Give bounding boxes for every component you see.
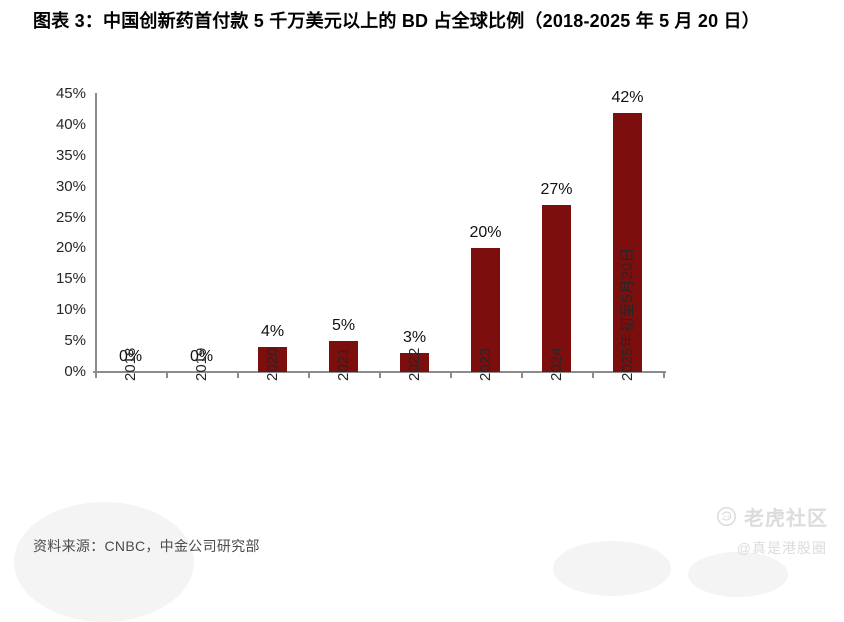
x-axis-tick [95, 372, 97, 378]
bar-value-label: 42% [611, 88, 644, 106]
bar-value-label: 0% [118, 348, 143, 365]
source-note: 资料来源：CNBC，中金公司研究部 [33, 538, 260, 554]
tiger-community-watermark: 老虎社区 @真是港股圈 [716, 502, 828, 558]
bar [542, 205, 571, 372]
bar-value-label: 0% [189, 348, 214, 365]
tiger-logo-icon [716, 506, 737, 527]
x-axis-tick [450, 372, 452, 378]
watermark-brand-text: 老虎社区 [744, 508, 828, 530]
y-axis-line [95, 93, 97, 373]
y-axis-tick-label: 15% [55, 270, 86, 288]
bar [471, 248, 500, 372]
bar [258, 347, 287, 372]
x-axis-tick [237, 372, 239, 378]
y-axis-tick-label: 25% [55, 208, 86, 226]
x-axis-tick [521, 372, 523, 378]
bar-chart: 0% 5% 10% 15% 20% 25% 30% 35% 40% 45% 0% 2018 0% 2019… [55, 85, 666, 381]
bar-value-label: 5% [331, 317, 356, 335]
x-axis-tick [379, 372, 381, 378]
y-axis-tick-label: 0% [64, 363, 86, 380]
x-axis-tick [592, 372, 594, 378]
bar-value-label: 27% [540, 181, 573, 199]
bar [613, 112, 642, 372]
bar-value-label: 4% [260, 323, 285, 341]
y-axis-tick-label: 40% [55, 115, 86, 133]
x-axis-tick [663, 372, 665, 378]
x-axis-tick [308, 372, 310, 378]
y-axis-tick-label: 20% [55, 239, 86, 257]
y-axis-tick-label: 45% [55, 85, 86, 102]
x-axis-tick [166, 372, 168, 378]
y-axis-tick-label: 30% [55, 177, 86, 195]
figure-title: 图表 3：中国创新药首付款 5 千万美元以上的 BD 占全球比例（2018-20… [33, 11, 760, 31]
y-axis-tick-label: 10% [55, 301, 86, 319]
y-axis-tick-label: 5% [64, 332, 86, 350]
watermark-handle-text: @真是港股圈 [736, 540, 827, 556]
y-axis-tick-label: 35% [55, 146, 86, 164]
bar [400, 353, 429, 372]
bar [329, 341, 358, 372]
bar-value-label: 20% [469, 224, 502, 242]
bar-value-label: 3% [402, 329, 427, 347]
